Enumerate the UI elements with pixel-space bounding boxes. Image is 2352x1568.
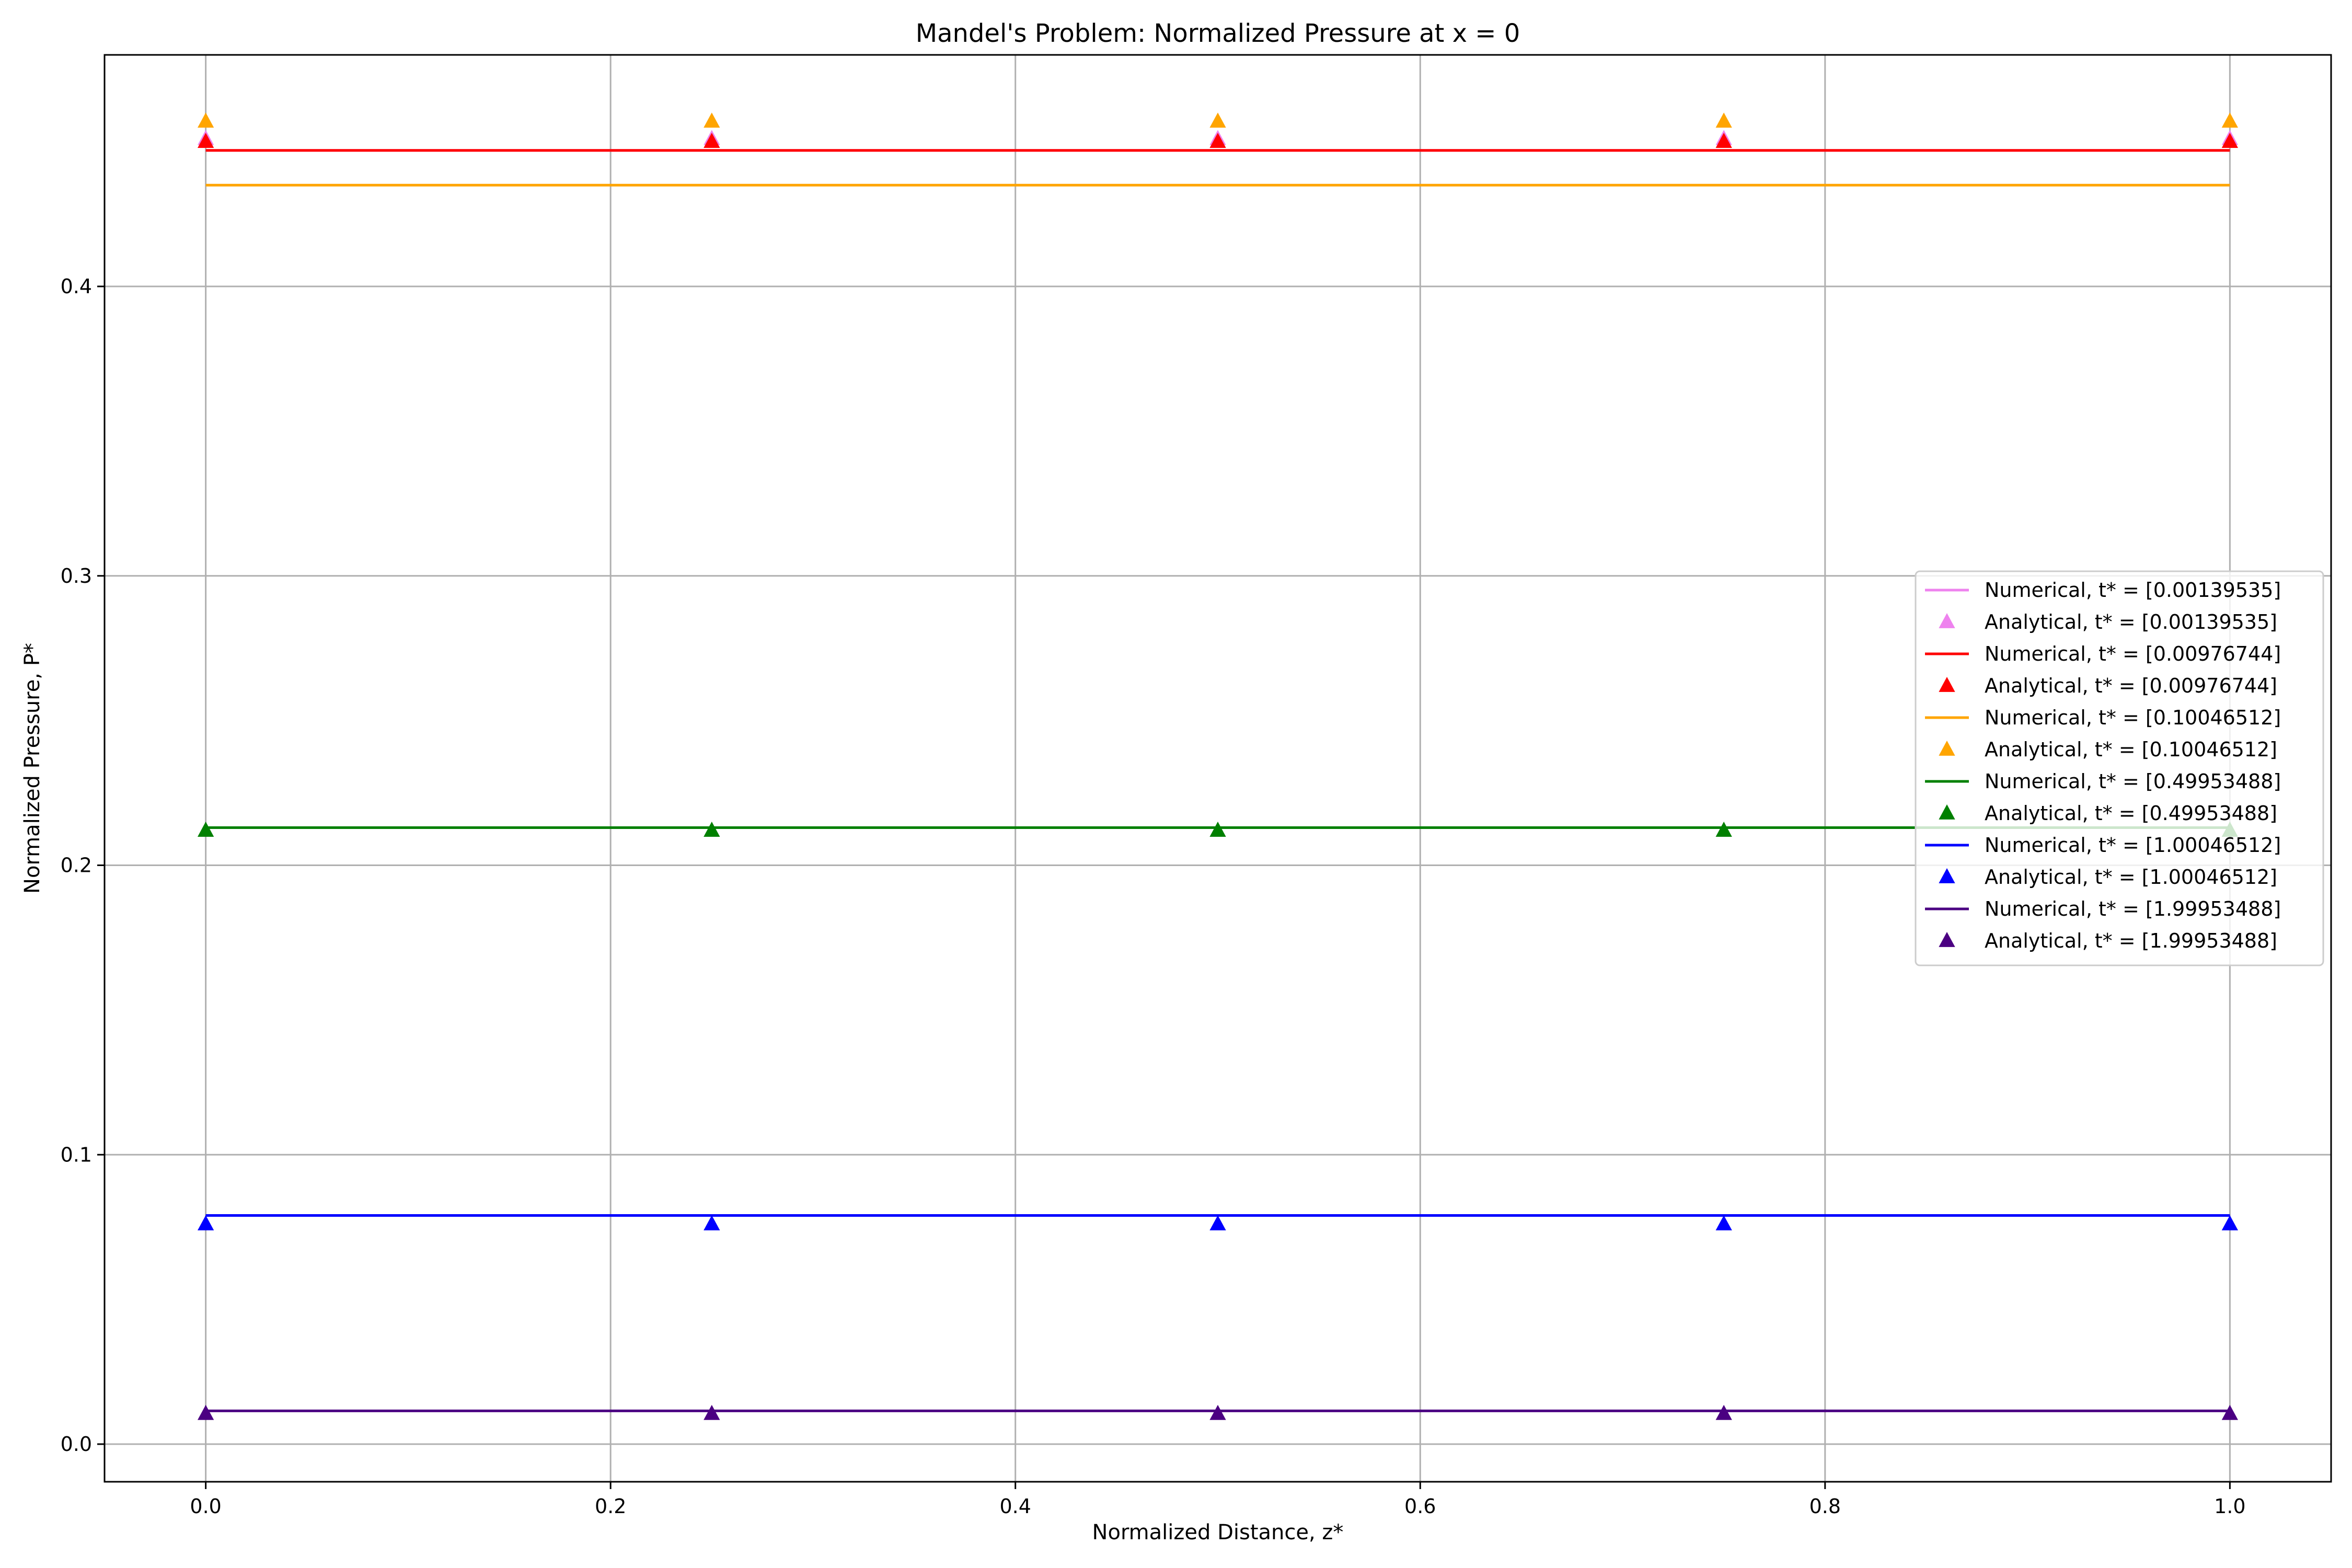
legend-label: Numerical, t* = [1.99953488]	[1985, 897, 2281, 920]
legend-label: Numerical, t* = [0.00139535]	[1985, 579, 2281, 602]
y-tick-label: 0.2	[61, 854, 92, 877]
legend-label: Numerical, t* = [1.00046512]	[1985, 834, 2281, 857]
data-point-marker	[1209, 1404, 1226, 1420]
x-tick-label: 0.8	[1809, 1495, 1841, 1518]
legend-item: Numerical, t* = [1.00046512]	[1925, 834, 2281, 857]
data-point-marker	[1715, 822, 1732, 837]
x-axis-label: Normalized Distance, z*	[1092, 1520, 1344, 1544]
legend-item: Numerical, t* = [0.10046512]	[1925, 706, 2281, 729]
series-markers-analytical-t-1-99953488	[197, 1404, 2239, 1420]
legend-marker-swatch	[1939, 804, 1955, 820]
x-tick-label: 1.0	[2214, 1495, 2245, 1518]
series-markers-analytical-t-0-10046512	[197, 112, 2239, 128]
legend-item: Numerical, t* = [0.00139535]	[1925, 579, 2281, 602]
data-point-marker	[704, 1404, 720, 1420]
data-point-marker	[2221, 1215, 2239, 1231]
legend-item: Analytical, t* = [1.00046512]	[1939, 866, 2277, 889]
x-tick-label: 0.4	[1000, 1495, 1031, 1518]
data-point-marker	[2221, 1404, 2239, 1420]
data-point-marker	[1715, 1404, 1732, 1420]
y-tick-label: 0.4	[61, 275, 92, 298]
legend: Numerical, t* = [0.00139535] Analytical, …	[1915, 570, 2324, 966]
data-point-marker	[2221, 112, 2239, 128]
data-point-marker	[1209, 133, 1226, 148]
legend-marker-swatch	[1939, 932, 1955, 947]
data-point-marker	[197, 1404, 214, 1420]
x-tick-label: 0.2	[595, 1495, 626, 1518]
data-point-marker	[2221, 133, 2239, 148]
legend-item: Numerical, t* = [0.49953488]	[1925, 770, 2281, 793]
axis-ticks: 0.0 0.2 0.4 0.6 0.8 1.0 0.0 0.1 0.2 0.3 0.4	[61, 275, 2246, 1518]
legend-item: Numerical, t* = [1.99953488]	[1925, 897, 2281, 920]
y-tick-label: 0.3	[61, 564, 92, 587]
chart-title: Mandel's Problem: Normalized Pressure at…	[916, 19, 1520, 48]
legend-marker-swatch	[1939, 677, 1955, 692]
data-point-marker	[1209, 1215, 1226, 1231]
legend-marker-swatch	[1939, 868, 1955, 883]
legend-label: Analytical, t* = [1.99953488]	[1985, 929, 2277, 952]
data-point-marker	[197, 112, 214, 128]
legend-item: Analytical, t* = [1.99953488]	[1939, 929, 2277, 952]
plot-series	[197, 112, 2239, 1420]
legend-label: Analytical, t* = [0.00139535]	[1985, 610, 2277, 633]
x-tick-label: 0.0	[190, 1495, 221, 1518]
data-point-marker	[1715, 133, 1732, 148]
data-point-marker	[197, 822, 214, 837]
legend-label: Numerical, t* = [0.00976744]	[1985, 642, 2281, 665]
legend-item: Analytical, t* = [0.00139535]	[1939, 610, 2277, 633]
data-point-marker	[704, 133, 720, 148]
legend-label: Analytical, t* = [1.00046512]	[1985, 866, 2277, 889]
data-point-marker	[1209, 112, 1226, 128]
legend-item: Numerical, t* = [0.00976744]	[1925, 642, 2281, 665]
y-axis-label: Normalized Pressure, P*	[20, 643, 44, 894]
data-point-marker	[704, 822, 720, 837]
data-point-marker	[704, 112, 720, 128]
data-point-marker	[1209, 822, 1226, 837]
legend-item: Analytical, t* = [0.00976744]	[1939, 674, 2277, 697]
series-markers-analytical-t-0-00976744	[197, 133, 2239, 148]
data-point-marker	[1715, 112, 1732, 128]
y-tick-label: 0.1	[61, 1143, 92, 1166]
data-point-marker	[197, 133, 214, 148]
legend-item: Analytical, t* = [0.10046512]	[1939, 738, 2277, 761]
legend-label: Analytical, t* = [0.10046512]	[1985, 738, 2277, 761]
data-point-marker	[704, 1215, 720, 1231]
legend-marker-swatch	[1939, 741, 1955, 756]
legend-label: Numerical, t* = [0.49953488]	[1985, 770, 2281, 793]
legend-marker-swatch	[1939, 613, 1955, 628]
legend-label: Numerical, t* = [0.10046512]	[1985, 706, 2281, 729]
y-tick-label: 0.0	[61, 1433, 92, 1456]
series-markers-analytical-t-1-00046512	[197, 1215, 2239, 1231]
legend-box	[1915, 570, 2324, 966]
legend-item: Analytical, t* = [0.49953488]	[1939, 802, 2277, 825]
legend-label: Analytical, t* = [0.00976744]	[1985, 674, 2277, 697]
x-tick-label: 0.6	[1404, 1495, 1436, 1518]
legend-label: Analytical, t* = [0.49953488]	[1985, 802, 2277, 825]
data-point-marker	[1715, 1215, 1732, 1231]
plot-frame	[103, 54, 2332, 1483]
data-point-marker	[197, 1215, 214, 1231]
